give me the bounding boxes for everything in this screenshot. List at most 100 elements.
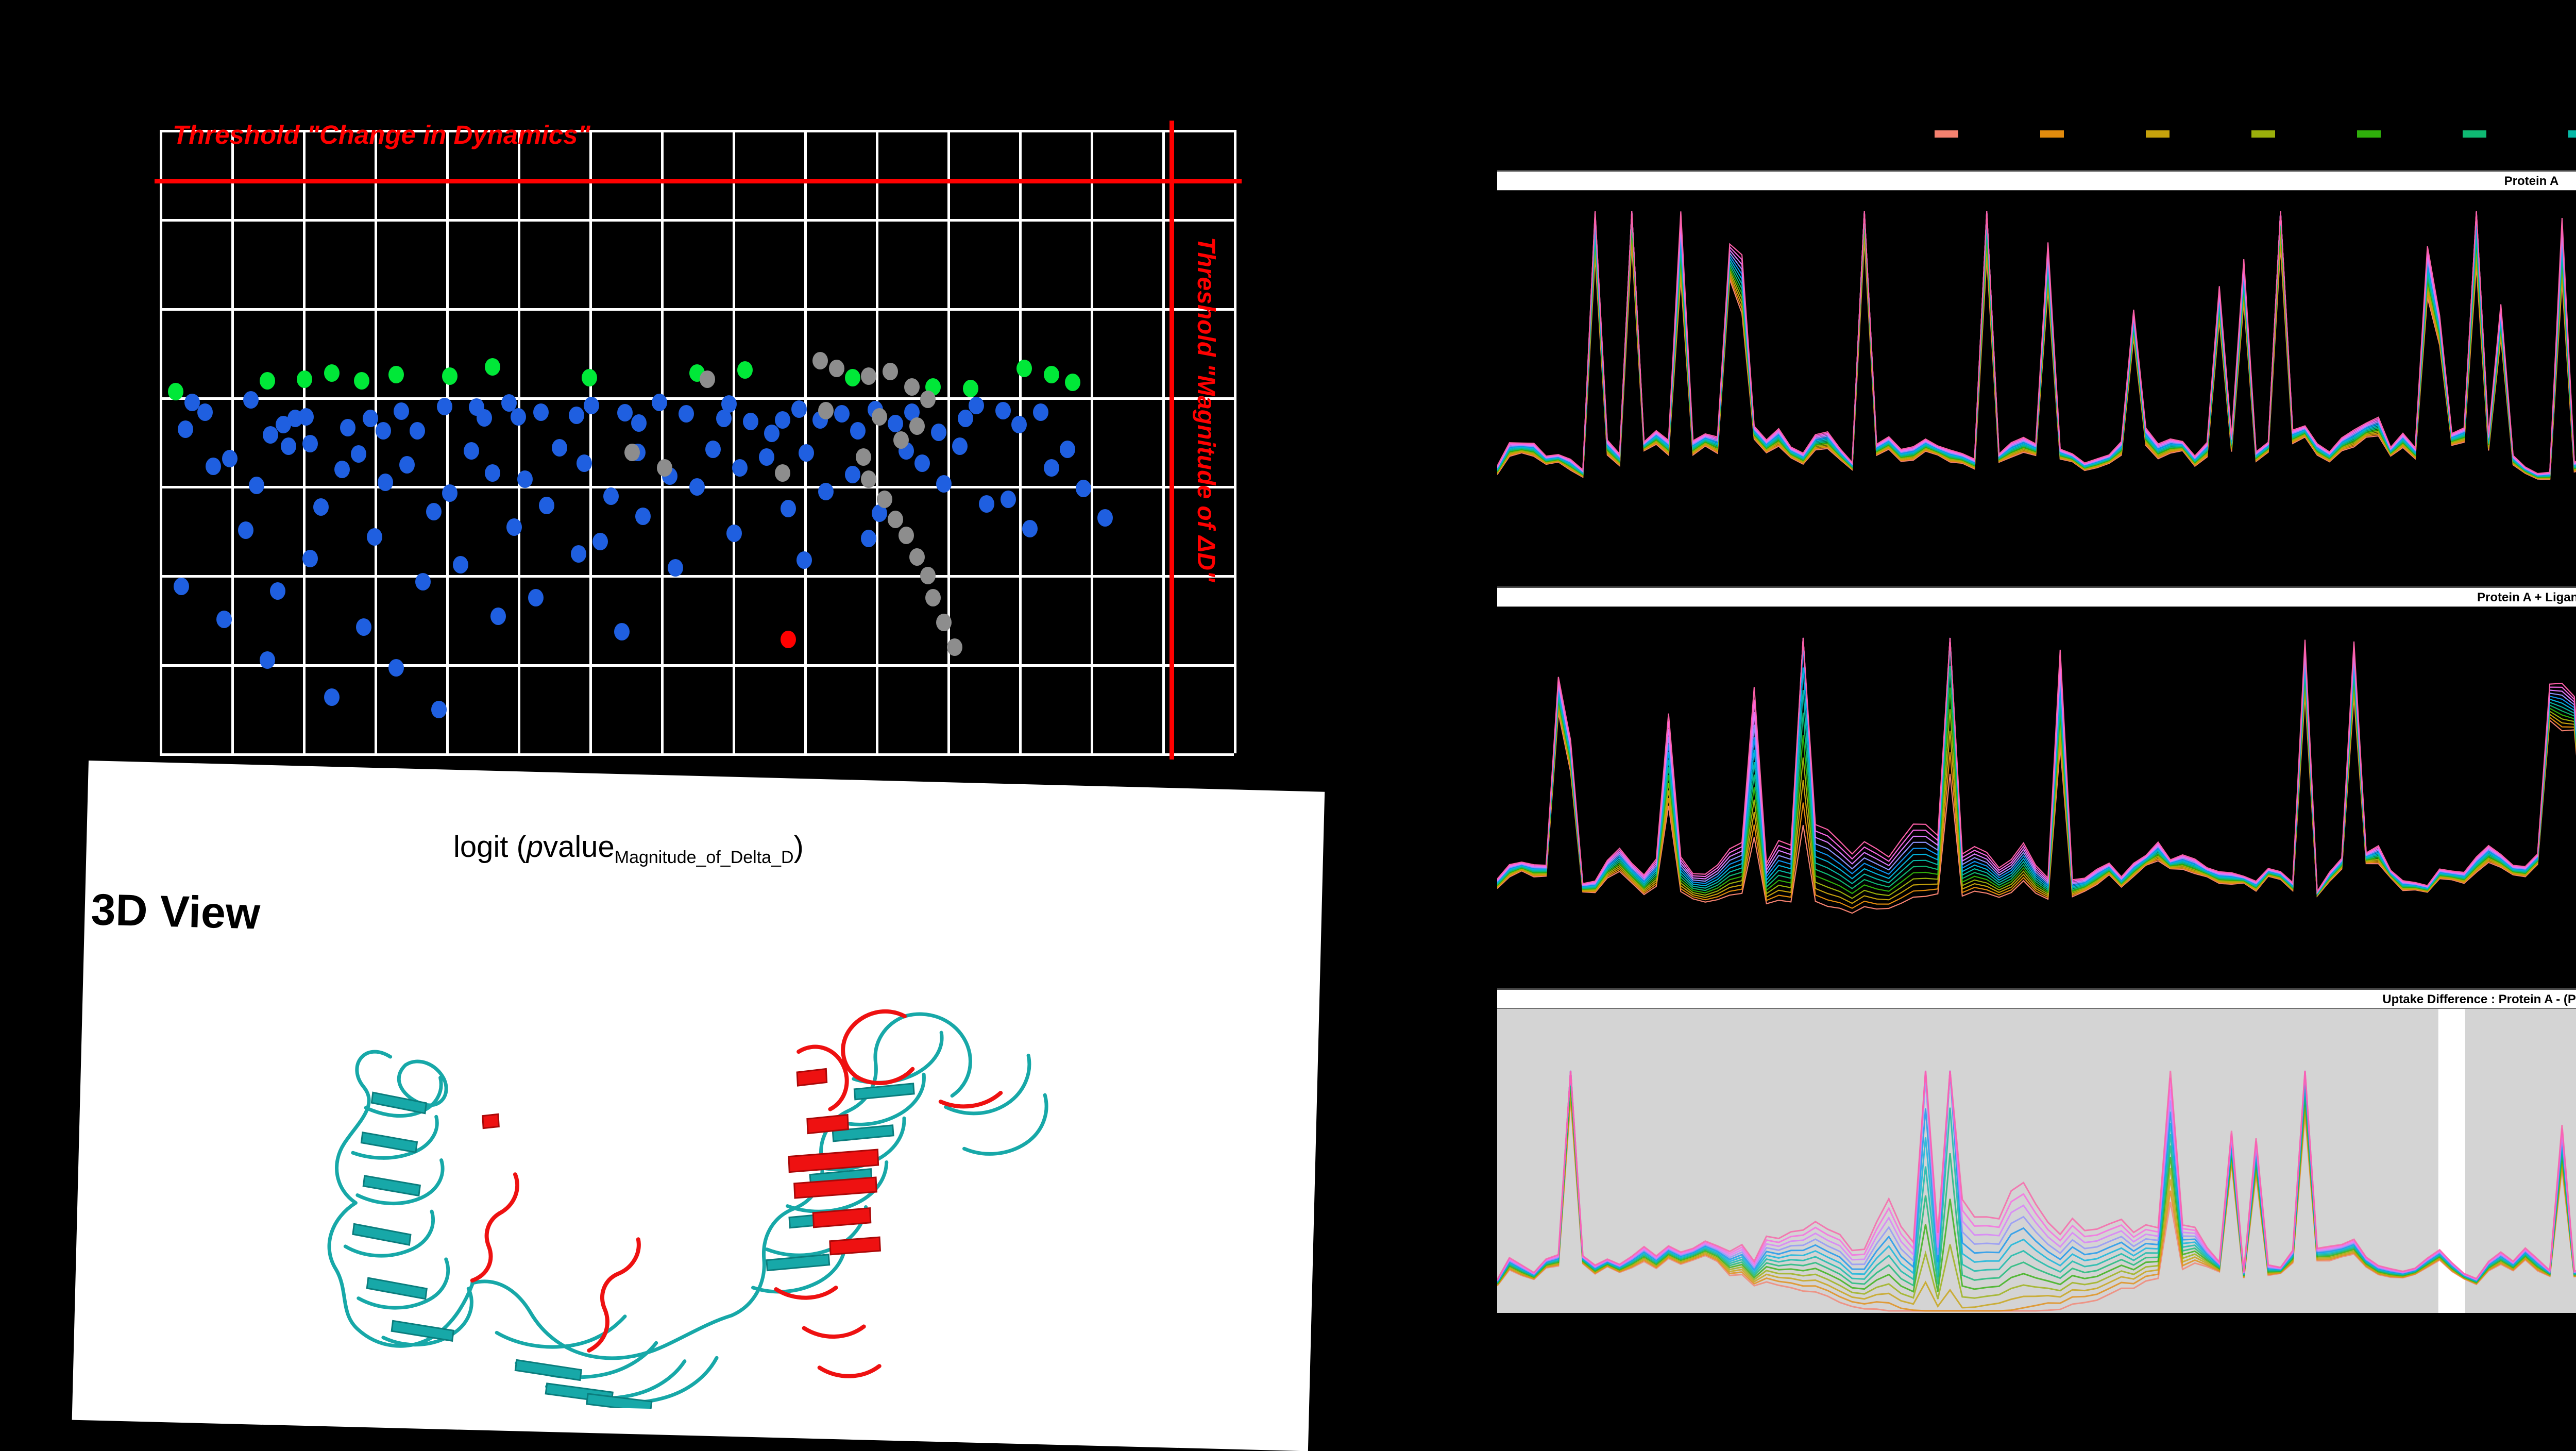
scatter-point[interactable] xyxy=(871,408,887,426)
scatter-point[interactable] xyxy=(888,511,904,529)
scatter-point[interactable] xyxy=(930,423,946,441)
scatter-point[interactable] xyxy=(678,404,694,423)
scatter-point[interactable] xyxy=(635,508,651,526)
scatter-point[interactable] xyxy=(920,391,936,409)
scatter-point[interactable] xyxy=(1043,459,1059,477)
scatter-point[interactable] xyxy=(888,414,904,432)
scatter-point[interactable] xyxy=(206,458,222,476)
legend-swatch[interactable] xyxy=(2357,130,2381,138)
scatter-point[interactable] xyxy=(442,367,457,385)
scatter-point[interactable] xyxy=(485,464,501,482)
scatter-point[interactable] xyxy=(775,411,791,429)
scatter-point[interactable] xyxy=(952,437,968,455)
scatter-point[interactable] xyxy=(388,659,404,677)
scatter-point[interactable] xyxy=(1016,359,1032,377)
scatter-point[interactable] xyxy=(818,482,834,500)
scatter-point[interactable] xyxy=(431,701,447,719)
scatter-point[interactable] xyxy=(904,378,920,396)
scatter-point[interactable] xyxy=(796,551,812,569)
scatter-point[interactable] xyxy=(877,490,893,508)
scatter-point[interactable] xyxy=(828,359,844,377)
scatter-point[interactable] xyxy=(726,525,742,543)
scatter-point[interactable] xyxy=(995,401,1011,419)
scatter-point[interactable] xyxy=(302,549,318,567)
scatter-point[interactable] xyxy=(925,588,941,606)
scatter-point[interactable] xyxy=(700,370,716,388)
scatter-point[interactable] xyxy=(742,413,758,431)
scatter-point[interactable] xyxy=(775,464,791,482)
scatter-point[interactable] xyxy=(834,404,850,423)
scatter-point[interactable] xyxy=(861,529,877,547)
legend-swatch[interactable] xyxy=(2568,130,2576,138)
scatter-point[interactable] xyxy=(812,351,828,369)
scatter-point[interactable] xyxy=(582,368,597,386)
scatter-point[interactable] xyxy=(780,631,796,649)
scatter-point[interactable] xyxy=(584,397,600,415)
scatter-point[interactable] xyxy=(388,365,404,383)
scatter-point[interactable] xyxy=(353,372,369,390)
scatter-point[interactable] xyxy=(436,397,452,415)
scatter-point[interactable] xyxy=(651,394,667,412)
scatter-point[interactable] xyxy=(721,395,737,413)
scatter-point[interactable] xyxy=(410,421,426,440)
scatter-point[interactable] xyxy=(780,500,796,518)
scatter-point[interactable] xyxy=(844,465,860,483)
scatter-point[interactable] xyxy=(243,391,259,409)
scatter-point[interactable] xyxy=(452,555,468,573)
uptake-panel-difference[interactable]: Uptake Difference : Protein A - (Protein… xyxy=(1497,988,2576,1313)
legend-swatch[interactable] xyxy=(2251,130,2275,138)
scatter-point[interactable] xyxy=(759,448,775,466)
scatter-point[interactable] xyxy=(1043,365,1059,383)
scatter-point[interactable] xyxy=(178,420,194,438)
scatter-point[interactable] xyxy=(538,497,554,515)
scatter-point[interactable] xyxy=(324,688,340,706)
legend-swatch[interactable] xyxy=(2040,130,2064,138)
scatter-point[interactable] xyxy=(528,588,544,606)
scatter-point[interactable] xyxy=(168,383,184,401)
scatter-point[interactable] xyxy=(882,362,898,380)
uptake-panel-protein-a[interactable]: Protein A xyxy=(1497,170,2576,510)
scatter-point[interactable] xyxy=(511,408,527,426)
scatter-point[interactable] xyxy=(592,532,608,550)
scatter-point[interactable] xyxy=(979,495,995,513)
scatter-point[interactable] xyxy=(334,461,350,479)
scatter-point[interactable] xyxy=(617,404,633,422)
scatter-point[interactable] xyxy=(399,456,415,474)
scatter-point[interactable] xyxy=(568,407,584,425)
scatter-point[interactable] xyxy=(861,367,877,385)
scatter-point[interactable] xyxy=(946,638,962,656)
scatter-point[interactable] xyxy=(936,613,952,631)
scatter-point[interactable] xyxy=(476,409,492,427)
legend-swatch[interactable] xyxy=(2146,130,2170,138)
scatter-point[interactable] xyxy=(350,445,366,463)
volcano-plot-area[interactable] xyxy=(155,121,1242,760)
scatter-point[interactable] xyxy=(732,459,748,477)
scatter-point[interactable] xyxy=(377,473,393,491)
scatter-point[interactable] xyxy=(506,518,522,536)
scatter-point[interactable] xyxy=(270,582,286,600)
scatter-point[interactable] xyxy=(297,370,313,388)
scatter-point[interactable] xyxy=(1032,403,1048,421)
scatter-point[interactable] xyxy=(490,607,506,625)
scatter-point[interactable] xyxy=(1076,479,1092,497)
scatter-point[interactable] xyxy=(689,478,705,496)
scatter-point[interactable] xyxy=(968,397,984,415)
scatter-point[interactable] xyxy=(764,425,780,443)
scatter-point[interactable] xyxy=(963,380,979,398)
scatter-point[interactable] xyxy=(920,567,936,585)
scatter-point[interactable] xyxy=(394,402,410,420)
scatter-point[interactable] xyxy=(893,431,909,449)
scatter-point[interactable] xyxy=(262,426,278,444)
scatter-point[interactable] xyxy=(426,503,442,521)
legend-swatch[interactable] xyxy=(2463,130,2486,138)
scatter-point[interactable] xyxy=(818,401,834,419)
scatter-point[interactable] xyxy=(197,403,213,421)
scatter-point[interactable] xyxy=(791,400,807,418)
scatter-point[interactable] xyxy=(914,454,930,473)
scatter-point[interactable] xyxy=(899,526,914,544)
legend-swatch[interactable] xyxy=(1935,130,1958,138)
scatter-point[interactable] xyxy=(184,394,200,412)
scatter-point[interactable] xyxy=(603,487,619,505)
scatter-point[interactable] xyxy=(340,419,355,437)
scatter-point[interactable] xyxy=(614,623,630,641)
